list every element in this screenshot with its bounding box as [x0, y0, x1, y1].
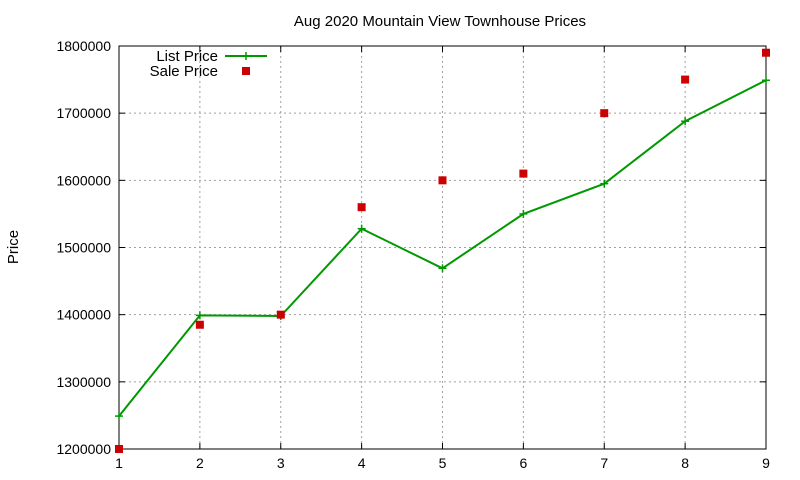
y-tick-label: 1200000	[56, 441, 111, 457]
legend-swatch-list-price-marker	[242, 52, 250, 60]
y-tick-labels: 1200000 1300000 1400000 1500000 1600000 17000…	[56, 38, 111, 457]
x-tick-labels: 1 2 3 4 5 6 7 8 9	[115, 455, 770, 471]
y-tick-label: 1400000	[56, 307, 111, 323]
sale-price-point	[276, 310, 285, 319]
sale-price-point	[681, 75, 690, 84]
y-tick-label: 1700000	[56, 105, 111, 121]
list-price-point	[195, 311, 204, 320]
x-tick-label: 4	[358, 455, 366, 471]
x-tick-label: 6	[519, 455, 527, 471]
list-price-point	[357, 224, 366, 233]
list-price-point	[115, 412, 123, 421]
x-tick-label: 5	[439, 455, 447, 471]
legend-swatches	[225, 52, 267, 75]
list-price-point	[762, 76, 770, 85]
sale-price-point	[600, 109, 609, 118]
x-tick-label: 3	[277, 455, 285, 471]
x-tick-label: 7	[600, 455, 608, 471]
y-tick-label: 1600000	[56, 172, 111, 188]
list-price-point	[681, 117, 690, 126]
sale-price-point	[519, 169, 528, 178]
x-tick-label: 1	[115, 455, 123, 471]
list-price-point	[519, 209, 528, 218]
list-price-line	[118, 79, 767, 417]
grid-lines	[119, 46, 766, 449]
legend-label-sale-price: Sale Price	[150, 63, 218, 80]
x-tick-label: 2	[196, 455, 204, 471]
y-tick-label: 1800000	[56, 38, 111, 54]
y-axis-label: Price	[5, 230, 22, 264]
y-tick-label: 1500000	[56, 240, 111, 256]
sale-price-point	[195, 320, 204, 329]
list-price-point	[438, 264, 447, 273]
chart-title: Aug 2020 Mountain View Townhouse Prices	[294, 13, 586, 30]
sale-price-point	[762, 48, 770, 57]
x-tick-label: 8	[681, 455, 689, 471]
list-price-point	[600, 179, 609, 188]
x-tick-label: 9	[762, 455, 770, 471]
legend-swatch-sale-price	[242, 67, 250, 75]
y-tick-label: 1300000	[56, 374, 111, 390]
sale-price-point	[115, 445, 123, 453]
series-layer	[115, 48, 770, 453]
sale-price-point	[438, 176, 447, 185]
sale-price-point	[357, 203, 366, 212]
legend: List Price Sale Price	[150, 48, 267, 80]
legend-label-list-price: List Price	[156, 48, 218, 65]
